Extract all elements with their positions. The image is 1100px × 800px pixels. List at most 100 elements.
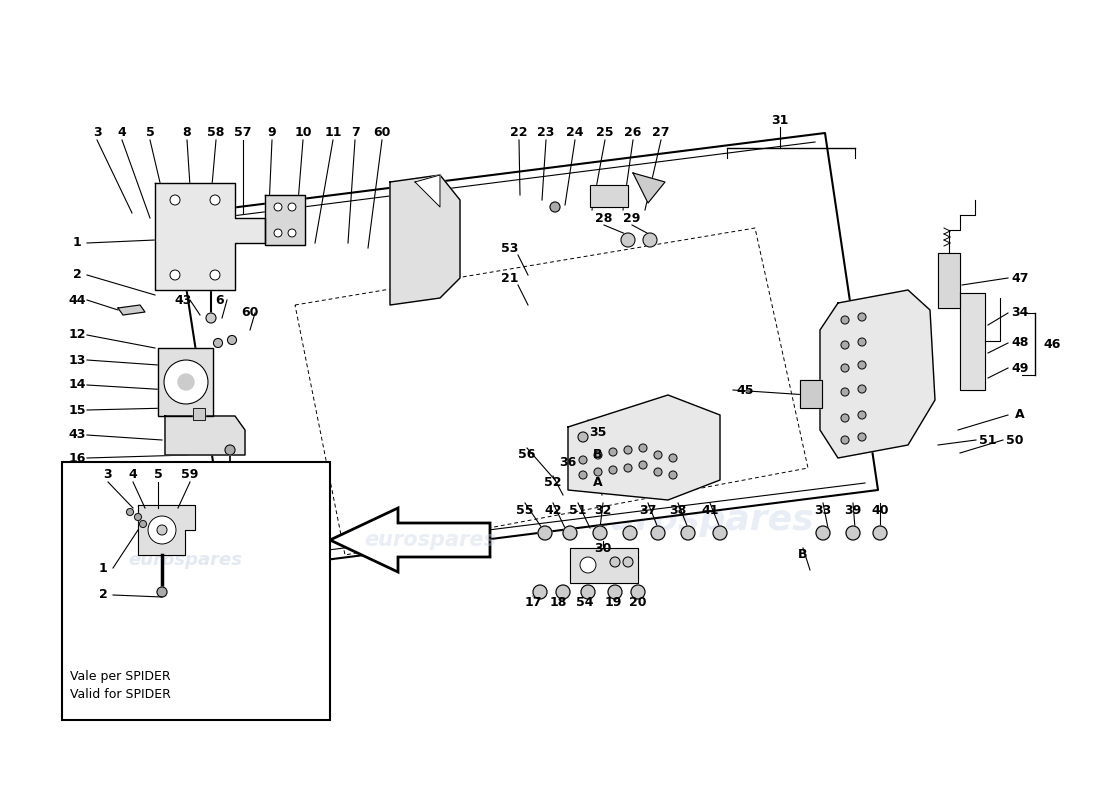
Text: 59: 59: [182, 469, 199, 482]
Circle shape: [873, 526, 887, 540]
Circle shape: [624, 446, 632, 454]
Text: 23: 23: [537, 126, 554, 139]
Polygon shape: [155, 183, 265, 290]
Text: 3: 3: [103, 469, 112, 482]
Text: 41: 41: [702, 503, 718, 517]
Text: 18: 18: [549, 597, 566, 610]
Text: eurospares: eurospares: [176, 248, 405, 282]
Circle shape: [842, 341, 849, 349]
Text: 1: 1: [73, 237, 81, 250]
Circle shape: [538, 526, 552, 540]
Text: 10: 10: [295, 126, 311, 139]
Circle shape: [580, 557, 596, 573]
Text: 4: 4: [129, 469, 138, 482]
Circle shape: [563, 526, 578, 540]
Circle shape: [624, 464, 632, 472]
Text: 6: 6: [216, 294, 224, 306]
Text: 40: 40: [871, 503, 889, 517]
Circle shape: [581, 585, 595, 599]
Polygon shape: [118, 305, 145, 315]
Text: 58: 58: [207, 126, 224, 139]
Circle shape: [816, 526, 831, 540]
Circle shape: [534, 585, 547, 599]
Text: 22: 22: [510, 126, 528, 139]
Circle shape: [288, 203, 296, 211]
Text: B: B: [799, 549, 807, 562]
Circle shape: [639, 444, 647, 452]
Text: 29: 29: [624, 211, 640, 225]
Circle shape: [669, 454, 676, 462]
Circle shape: [288, 229, 296, 237]
Circle shape: [206, 313, 216, 323]
Bar: [800, 380, 822, 408]
Text: 26: 26: [625, 126, 641, 139]
Text: A: A: [593, 477, 603, 490]
Polygon shape: [415, 175, 440, 207]
Polygon shape: [960, 293, 984, 390]
Bar: [570, 548, 638, 583]
Text: eurospares: eurospares: [364, 530, 496, 550]
Polygon shape: [568, 395, 720, 500]
Text: 30: 30: [594, 542, 612, 554]
Text: 52: 52: [544, 477, 562, 490]
Polygon shape: [820, 290, 935, 458]
Circle shape: [550, 202, 560, 212]
Circle shape: [157, 525, 167, 535]
Text: 5: 5: [154, 469, 163, 482]
Circle shape: [858, 385, 866, 393]
Circle shape: [213, 338, 222, 347]
Text: 37: 37: [639, 503, 657, 517]
Text: 39: 39: [845, 503, 861, 517]
Text: eurospares: eurospares: [176, 503, 405, 537]
Text: 53: 53: [502, 242, 519, 254]
Circle shape: [594, 451, 602, 459]
Text: 13: 13: [68, 354, 86, 366]
Circle shape: [842, 388, 849, 396]
Polygon shape: [165, 416, 245, 455]
Circle shape: [623, 557, 632, 567]
Circle shape: [170, 195, 180, 205]
Text: 3: 3: [92, 126, 101, 139]
Circle shape: [713, 526, 727, 540]
Circle shape: [858, 338, 866, 346]
Text: 8: 8: [183, 126, 191, 139]
Bar: [938, 253, 960, 308]
Circle shape: [858, 433, 866, 441]
Circle shape: [846, 526, 860, 540]
Text: 25: 25: [596, 126, 614, 139]
Bar: [62, 462, 330, 720]
Polygon shape: [175, 133, 878, 572]
Circle shape: [681, 526, 695, 540]
Text: eurospares: eurospares: [585, 503, 814, 537]
Circle shape: [126, 509, 133, 515]
Circle shape: [228, 335, 236, 345]
Text: 15: 15: [68, 403, 86, 417]
Text: 5: 5: [145, 126, 154, 139]
Bar: [800, 380, 822, 408]
Text: 9: 9: [267, 126, 276, 139]
Text: eurospares: eurospares: [128, 551, 242, 569]
Text: 43: 43: [68, 429, 86, 442]
Text: 36: 36: [560, 455, 576, 469]
Polygon shape: [390, 175, 460, 305]
Circle shape: [157, 587, 167, 597]
Text: 42: 42: [544, 503, 562, 517]
Text: Vale per SPIDER: Vale per SPIDER: [70, 670, 170, 683]
Circle shape: [842, 414, 849, 422]
Text: 33: 33: [814, 503, 832, 517]
Text: 28: 28: [595, 211, 613, 225]
Circle shape: [610, 557, 620, 567]
Circle shape: [654, 468, 662, 476]
Text: 51: 51: [979, 434, 997, 446]
Text: 27: 27: [652, 126, 670, 139]
Circle shape: [609, 466, 617, 474]
Circle shape: [639, 461, 647, 469]
Text: 19: 19: [604, 597, 622, 610]
Bar: [158, 348, 213, 416]
Text: 45: 45: [736, 383, 754, 397]
Text: 56: 56: [518, 449, 536, 462]
Circle shape: [654, 451, 662, 459]
Text: 57: 57: [234, 126, 252, 139]
Circle shape: [274, 229, 282, 237]
Polygon shape: [632, 173, 666, 203]
